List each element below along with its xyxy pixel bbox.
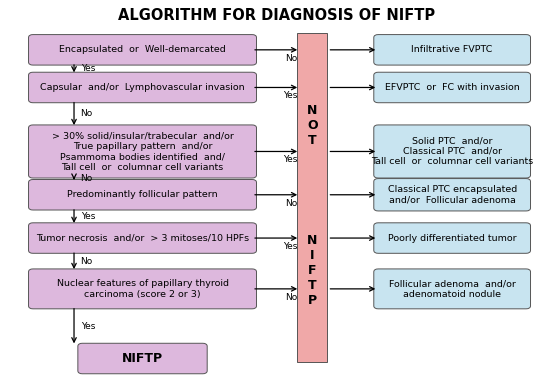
Text: N
O
T: N O T (307, 104, 317, 147)
Text: Capsular  and/or  Lymphovascular invasion: Capsular and/or Lymphovascular invasion (40, 83, 245, 92)
Text: NIFTP: NIFTP (122, 352, 163, 365)
Text: Yes: Yes (283, 91, 297, 100)
Text: Solid PTC  and/or
Classical PTC  and/or
Tall cell  or  columnar cell variants: Solid PTC and/or Classical PTC and/or Ta… (371, 137, 533, 167)
Text: Yes: Yes (283, 242, 297, 251)
FancyBboxPatch shape (28, 35, 257, 65)
Text: No: No (81, 257, 93, 265)
Text: EFVPTC  or  FC with invasion: EFVPTC or FC with invasion (385, 83, 520, 92)
Text: No: No (285, 293, 297, 302)
FancyBboxPatch shape (374, 125, 530, 178)
Text: Tumor necrosis  and/or  > 3 mitoses/10 HPFs: Tumor necrosis and/or > 3 mitoses/10 HPF… (36, 233, 249, 243)
Text: No: No (81, 109, 93, 118)
Text: No: No (285, 199, 297, 207)
Text: N
I
F
T
P: N I F T P (307, 233, 317, 306)
FancyBboxPatch shape (78, 343, 207, 374)
FancyBboxPatch shape (28, 180, 257, 210)
FancyBboxPatch shape (374, 178, 530, 211)
Text: Nuclear features of papillary thyroid
carcinoma (score 2 or 3): Nuclear features of papillary thyroid ca… (56, 279, 228, 299)
FancyBboxPatch shape (28, 125, 257, 178)
Bar (297, 33, 328, 362)
Text: Poorly differentiated tumor: Poorly differentiated tumor (388, 233, 516, 243)
Text: > 30% solid/insular/trabecular  and/or
True papillary pattern  and/or
Psammoma b: > 30% solid/insular/trabecular and/or Tr… (52, 131, 233, 172)
FancyBboxPatch shape (374, 35, 530, 65)
Text: Predominantly follicular pattern: Predominantly follicular pattern (67, 190, 218, 199)
Text: Infiltrative FVPTC: Infiltrative FVPTC (412, 45, 493, 54)
FancyBboxPatch shape (28, 72, 257, 103)
Text: Classical PTC encapsulated
and/or  Follicular adenoma: Classical PTC encapsulated and/or Follic… (388, 185, 517, 204)
Text: Yes: Yes (81, 212, 95, 221)
FancyBboxPatch shape (374, 269, 530, 309)
Text: Follicular adenoma  and/or
adenomatoid nodule: Follicular adenoma and/or adenomatoid no… (389, 279, 516, 299)
Text: Yes: Yes (81, 322, 95, 330)
Text: Encapsulated  or  Well-demarcated: Encapsulated or Well-demarcated (59, 45, 226, 54)
FancyBboxPatch shape (28, 223, 257, 253)
Text: No: No (285, 53, 297, 63)
Text: Yes: Yes (283, 155, 297, 164)
Text: ALGORITHM FOR DIAGNOSIS OF NIFTP: ALGORITHM FOR DIAGNOSIS OF NIFTP (118, 8, 436, 23)
FancyBboxPatch shape (374, 72, 530, 103)
FancyBboxPatch shape (28, 269, 257, 309)
FancyBboxPatch shape (374, 223, 530, 253)
Text: Yes: Yes (81, 64, 95, 73)
Text: No: No (81, 174, 93, 183)
